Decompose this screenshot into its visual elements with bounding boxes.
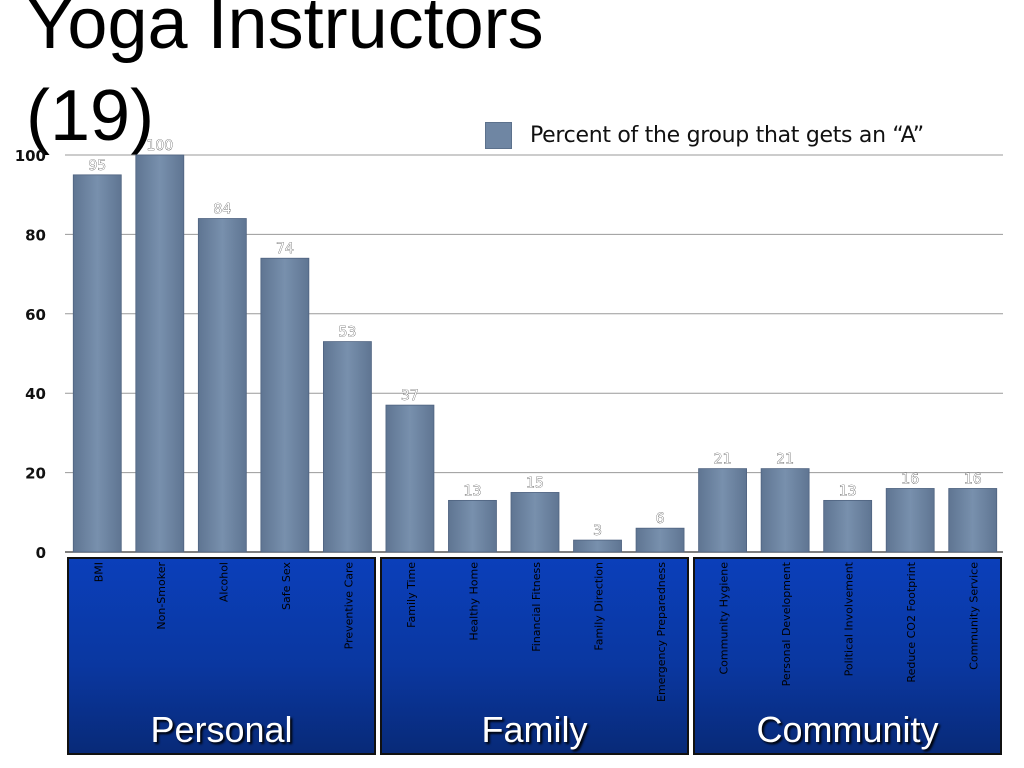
bar xyxy=(510,492,560,553)
bar xyxy=(197,218,247,553)
bar xyxy=(760,468,810,553)
bar xyxy=(885,488,935,553)
bar-value-label: 15 xyxy=(526,475,544,491)
bar xyxy=(448,499,497,553)
group-box-family: Family xyxy=(380,557,689,755)
bar xyxy=(635,527,685,553)
slide-title: Yoga Instructors (19) xyxy=(26,0,726,162)
y-tick-label: 80 xyxy=(25,226,46,244)
bar-value-label: 84 xyxy=(213,202,231,218)
bar xyxy=(260,257,310,553)
legend-swatch xyxy=(485,122,512,149)
bar xyxy=(698,468,747,553)
y-tick-label: 100 xyxy=(15,147,46,165)
bar-value-label: 13 xyxy=(839,483,857,499)
bar-value-label: 37 xyxy=(401,388,419,404)
bar xyxy=(573,539,622,553)
bar-value-label: 21 xyxy=(714,452,732,468)
group-label-community: Community xyxy=(756,709,939,750)
group-box-personal: Personal xyxy=(67,557,376,755)
bar-value-label: 16 xyxy=(901,471,919,487)
y-tick-label: 40 xyxy=(25,385,46,403)
bar xyxy=(135,154,185,553)
bar-value-label: 3 xyxy=(593,523,602,539)
bar-value-label: 74 xyxy=(276,241,294,257)
chart-legend: Percent of the group that gets an “A” xyxy=(485,122,924,149)
bar xyxy=(385,404,435,553)
bar xyxy=(948,488,998,553)
y-tick-label: 20 xyxy=(25,465,46,483)
bar-value-label: 13 xyxy=(464,483,482,499)
y-tick-label: 0 xyxy=(36,544,46,562)
bar-value-label: 21 xyxy=(776,452,794,468)
title-line-1: Yoga Instructors xyxy=(26,0,544,64)
bar xyxy=(322,341,372,553)
bar-value-label: 95 xyxy=(88,158,106,174)
group-label-personal: Personal xyxy=(150,709,293,750)
group-box-community: Community xyxy=(693,557,1002,755)
y-tick-label: 60 xyxy=(25,306,46,324)
legend-label: Percent of the group that gets an “A” xyxy=(530,123,924,148)
bar-value-label: 6 xyxy=(656,511,665,527)
bar-value-label: 53 xyxy=(338,325,356,341)
bar xyxy=(72,174,122,553)
title-line-2: (19) xyxy=(26,76,155,156)
group-label-family: Family xyxy=(481,709,588,750)
bar-value-label: 16 xyxy=(964,471,982,487)
bar-value-label: 100 xyxy=(146,138,173,154)
bar xyxy=(823,499,873,553)
